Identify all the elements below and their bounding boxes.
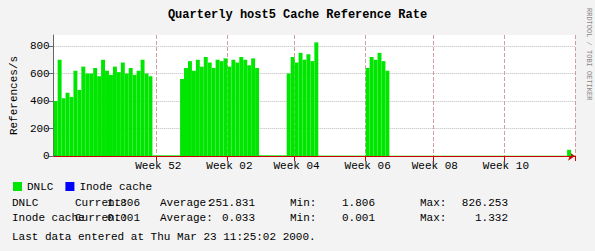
svg-text:1.332: 1.332 [475, 212, 508, 224]
svg-text:Min:: Min: [290, 212, 316, 224]
svg-text:0.001: 0.001 [107, 212, 140, 224]
svg-text:800: 800 [30, 40, 50, 52]
svg-text:Average:: Average: [160, 212, 213, 224]
svg-text:Inode cache: Inode cache [79, 181, 152, 193]
svg-text:DNLC: DNLC [12, 197, 39, 209]
svg-text:Average:: Average: [160, 197, 213, 209]
svg-text:600: 600 [30, 68, 50, 80]
svg-text:Max:: Max: [420, 212, 446, 224]
svg-text:Max:: Max: [420, 197, 446, 209]
svg-text:0.033: 0.033 [222, 212, 255, 224]
svg-text:251.831: 251.831 [209, 197, 256, 209]
svg-text:References/s: References/s [8, 56, 20, 135]
svg-text:Week 02: Week 02 [206, 160, 252, 172]
svg-text:200: 200 [30, 123, 50, 135]
svg-text:Last data entered at Thu Mar 2: Last data entered at Thu Mar 23 11:25:02… [12, 231, 316, 243]
svg-text:Min:: Min: [290, 197, 316, 209]
svg-text:Quarterly host5 Cache Referenc: Quarterly host5 Cache Reference Rate [168, 8, 427, 22]
svg-text:Week 06: Week 06 [345, 160, 391, 172]
svg-text:Inode cache: Inode cache [12, 212, 85, 224]
svg-text:826.253: 826.253 [462, 197, 508, 209]
svg-text:0: 0 [43, 150, 50, 162]
svg-text:0.001: 0.001 [342, 212, 375, 224]
svg-text:1.806: 1.806 [342, 197, 375, 209]
svg-text:DNLC: DNLC [27, 181, 54, 193]
svg-text:Current:: Current: [75, 196, 128, 209]
svg-text:Week 52: Week 52 [135, 160, 181, 172]
svg-text:400: 400 [30, 95, 50, 107]
svg-text:1.806: 1.806 [107, 197, 140, 209]
svg-text:Week 08: Week 08 [412, 160, 458, 172]
svg-text:RRDTOOL / TOBI OETIKER: RRDTOOL / TOBI OETIKER [585, 8, 593, 101]
svg-text:Week 04: Week 04 [273, 160, 320, 172]
svg-text:Current:: Current: [75, 211, 128, 224]
svg-text:Week 10: Week 10 [483, 160, 529, 172]
